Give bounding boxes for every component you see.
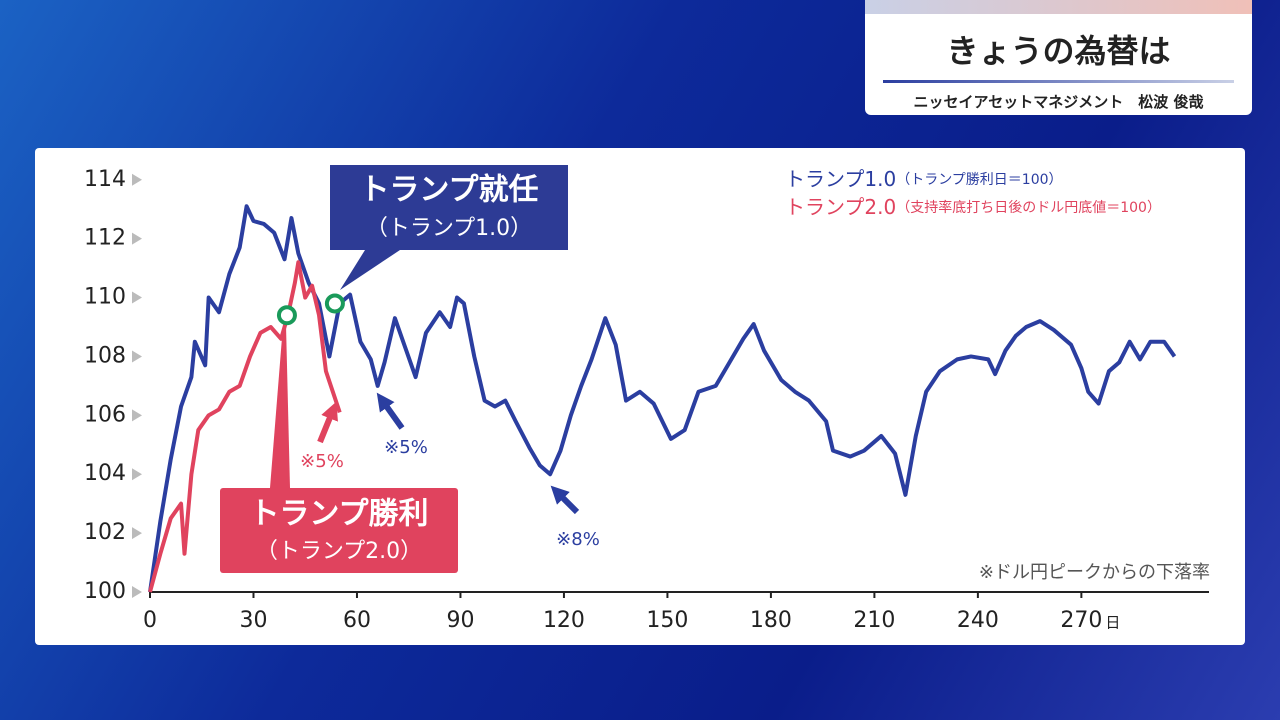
callout-title: トランプ就任 (359, 173, 538, 208)
y-tick-label: 112 (84, 226, 126, 251)
legend-label: トランプ1.0（トランプ勝利日＝100） (785, 167, 1063, 191)
y-tick-label: 110 (84, 285, 126, 310)
y-tick-mark (132, 527, 142, 540)
x-tick-label: 90 (446, 608, 474, 633)
x-tick-label: 60 (343, 608, 371, 633)
header-rule (883, 80, 1234, 83)
y-tick-label: 102 (84, 520, 126, 545)
y-tick-mark (132, 291, 142, 304)
x-tick-label: 0 (143, 608, 157, 633)
footnote: ※ドル円ピークからの下落率 (979, 562, 1210, 583)
x-tick-label: 150 (646, 608, 688, 633)
x-tick-label: 210 (853, 608, 895, 633)
callout-pointer (270, 325, 290, 488)
callout-box (330, 165, 568, 250)
y-tick-label: 100 (84, 579, 126, 604)
y-tick-mark (132, 586, 142, 598)
header-title: きょうの為替は (946, 32, 1171, 70)
presenter: ニッセイアセットマネジメント 松波 俊哉 (913, 93, 1204, 111)
x-tick-label: 180 (750, 608, 792, 633)
y-tick-label: 104 (84, 461, 126, 486)
callout-subtitle: （トランプ2.0） (256, 539, 422, 564)
callout-box (220, 488, 458, 573)
legend-label: トランプ2.0（支持率底打ち日後のドル円底値＝100） (785, 195, 1161, 219)
arrow (550, 485, 580, 515)
y-tick-label: 114 (84, 167, 126, 192)
drop-label: ※5% (384, 437, 428, 458)
drop-label: ※8% (556, 529, 600, 550)
y-tick-mark (132, 409, 142, 422)
y-tick-label: 108 (84, 343, 126, 368)
y-tick-mark (132, 468, 142, 481)
y-tick-mark (132, 350, 142, 363)
event-marker (324, 293, 345, 314)
x-axis-unit: 日 (1105, 614, 1120, 632)
y-tick-label: 106 (84, 402, 126, 427)
x-tick-label: 270 (1060, 608, 1102, 633)
event-marker (276, 305, 297, 326)
x-tick-label: 120 (543, 608, 585, 633)
arrow (317, 401, 338, 444)
callout-title: トランプ勝利 (249, 497, 428, 532)
arrow (376, 392, 405, 430)
x-tick-label: 30 (239, 608, 267, 633)
header-card: きょうの為替は ニッセイアセットマネジメント 松波 俊哉 (865, 0, 1252, 115)
series-line (148, 204, 1177, 593)
x-tick-label: 240 (957, 608, 999, 633)
header-band (865, 0, 1252, 14)
callout-pointer (340, 250, 400, 290)
drop-label: ※5% (300, 451, 344, 472)
y-tick-mark (132, 173, 142, 186)
callout-subtitle: （トランプ1.0） (366, 216, 532, 241)
y-tick-mark (132, 232, 142, 245)
series-line (148, 260, 342, 593)
